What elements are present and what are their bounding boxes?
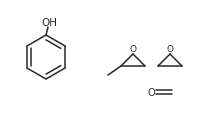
- Text: OH: OH: [41, 17, 57, 27]
- Text: O: O: [147, 87, 155, 97]
- Text: O: O: [130, 45, 136, 54]
- Text: O: O: [166, 45, 174, 54]
